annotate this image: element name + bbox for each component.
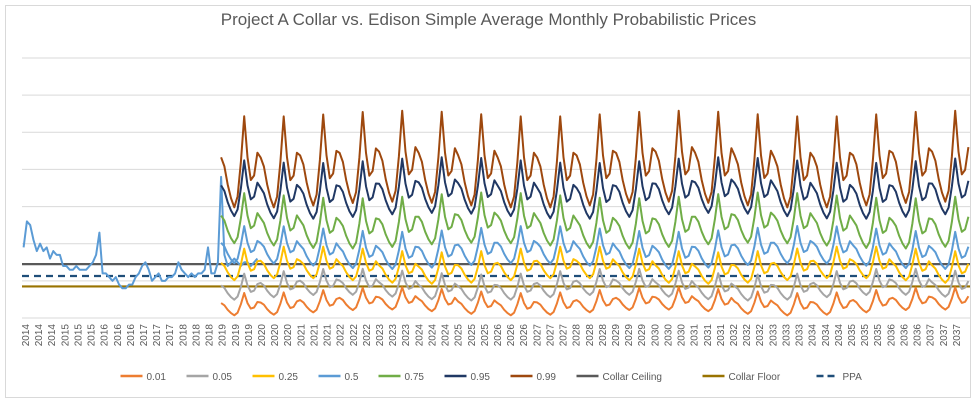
legend-label: 0.5 bbox=[345, 372, 359, 383]
x-tick-label: 2020 bbox=[283, 324, 294, 347]
x-tick-label: 2018 bbox=[205, 324, 216, 347]
x-tick-label: 2036 bbox=[886, 324, 897, 347]
x-tick-label: 2025 bbox=[467, 324, 478, 347]
x-tick-label: 2016 bbox=[126, 324, 137, 347]
x-tick-label: 2030 bbox=[677, 324, 688, 347]
x-tick-label: 2026 bbox=[506, 324, 517, 347]
x-tick-label: 2019 bbox=[218, 324, 229, 347]
x-tick-label: 2037 bbox=[926, 324, 937, 347]
series-0-5 bbox=[220, 225, 970, 270]
x-tick-label: 2024 bbox=[427, 324, 438, 347]
x-tick-label: 2031 bbox=[703, 324, 714, 347]
series-0-05 bbox=[220, 267, 970, 302]
gridlines bbox=[22, 57, 970, 319]
x-tick-label: 2034 bbox=[808, 324, 819, 347]
x-tick-label: 2029 bbox=[637, 324, 648, 347]
x-tick-label: 2029 bbox=[611, 324, 622, 347]
x-tick-label: 2014 bbox=[21, 324, 32, 347]
series-0-01 bbox=[220, 286, 970, 317]
x-tick-label: 2027 bbox=[559, 324, 570, 347]
x-tick-label: 2025 bbox=[454, 324, 465, 347]
x-tick-label: 2031 bbox=[716, 324, 727, 347]
x-tick-label: 2021 bbox=[323, 324, 334, 347]
x-tick-label: 2022 bbox=[336, 324, 347, 347]
series-lines bbox=[22, 109, 970, 317]
legend-label: 0.99 bbox=[537, 372, 557, 383]
x-tick-label: 2033 bbox=[768, 324, 779, 347]
x-tick-label: 2022 bbox=[349, 324, 360, 347]
x-tick-label: 2023 bbox=[375, 324, 386, 347]
series-0-95 bbox=[220, 156, 970, 220]
x-tick-label: 2019 bbox=[244, 324, 255, 347]
x-tick-label: 2035 bbox=[873, 324, 884, 347]
x-tick-label: 2033 bbox=[795, 324, 806, 347]
x-tick-label: 2036 bbox=[899, 324, 910, 347]
x-tick-label: 2020 bbox=[270, 324, 281, 347]
legend-label: Collar Ceiling bbox=[603, 372, 662, 383]
x-tick-label: 2030 bbox=[663, 324, 674, 347]
reference-lines bbox=[22, 263, 970, 288]
legend-label: 0.95 bbox=[471, 372, 491, 383]
x-tick-label: 2024 bbox=[414, 324, 425, 347]
x-tick-label: 2023 bbox=[401, 324, 412, 347]
x-tick-label: 2032 bbox=[729, 324, 740, 347]
x-tick-label: 2034 bbox=[821, 324, 832, 347]
x-tick-label: 2014 bbox=[47, 324, 58, 347]
legend-label: 0.75 bbox=[405, 372, 425, 383]
x-tick-label: 2024 bbox=[441, 324, 452, 347]
x-tick-label: 2028 bbox=[585, 324, 596, 347]
chart-title: Project A Collar vs. Edison Simple Avera… bbox=[220, 10, 757, 29]
x-tick-label: 2021 bbox=[296, 324, 307, 347]
x-tick-label: 2037 bbox=[939, 324, 950, 347]
x-tick-label: 2016 bbox=[100, 324, 111, 347]
x-axis-ticks: 2014 2014 2014 2015 2015 2015 2016 2016 2016 2017… bbox=[21, 324, 963, 347]
x-tick-label: 2018 bbox=[191, 324, 202, 347]
x-tick-label: 2023 bbox=[388, 324, 399, 347]
legend-label: 0.25 bbox=[279, 372, 299, 383]
x-tick-label: 2032 bbox=[742, 324, 753, 347]
x-tick-label: 2029 bbox=[624, 324, 635, 347]
legend-label: 0.01 bbox=[147, 372, 167, 383]
series-history bbox=[22, 175, 259, 290]
x-tick-label: 2037 bbox=[952, 324, 963, 347]
x-tick-label: 2019 bbox=[231, 324, 242, 347]
x-tick-label: 2032 bbox=[755, 324, 766, 347]
x-tick-label: 2028 bbox=[572, 324, 583, 347]
x-tick-label: 2015 bbox=[87, 324, 98, 347]
x-tick-label: 2017 bbox=[139, 324, 150, 347]
legend-label: 0.05 bbox=[213, 372, 233, 383]
x-tick-label: 2026 bbox=[519, 324, 530, 347]
legend-label: PPA bbox=[843, 372, 863, 383]
x-tick-label: 2022 bbox=[362, 324, 373, 347]
x-tick-label: 2016 bbox=[113, 324, 124, 347]
x-tick-label: 2033 bbox=[781, 324, 792, 347]
x-tick-label: 2027 bbox=[532, 324, 543, 347]
series-0-99 bbox=[220, 109, 970, 209]
legend-label: Collar Floor bbox=[729, 372, 781, 383]
x-tick-label: 2036 bbox=[913, 324, 924, 347]
x-tick-label: 2020 bbox=[257, 324, 268, 347]
series-0-75 bbox=[220, 191, 970, 250]
x-tick-label: 2018 bbox=[178, 324, 189, 347]
x-tick-label: 2021 bbox=[309, 324, 320, 347]
x-tick-label: 2035 bbox=[847, 324, 858, 347]
legend: 0.01 0.05 0.25 0.5 0.75 0.95 0.99 Collar Ceilin… bbox=[120, 372, 863, 383]
chart-frame bbox=[5, 5, 971, 398]
x-tick-label: 2015 bbox=[73, 324, 84, 347]
x-tick-label: 2034 bbox=[834, 324, 845, 347]
x-tick-label: 2017 bbox=[152, 324, 163, 347]
x-tick-label: 2025 bbox=[480, 324, 491, 347]
x-tick-label: 2027 bbox=[545, 324, 556, 347]
x-tick-label: 2017 bbox=[165, 324, 176, 347]
x-tick-label: 2030 bbox=[650, 324, 661, 347]
x-tick-label: 2015 bbox=[60, 324, 71, 347]
series-0-25 bbox=[220, 245, 970, 285]
x-tick-label: 2035 bbox=[860, 324, 871, 347]
x-tick-label: 2026 bbox=[493, 324, 504, 347]
x-tick-label: 2028 bbox=[598, 324, 609, 347]
x-tick-label: 2014 bbox=[34, 324, 45, 347]
x-tick-label: 2031 bbox=[690, 324, 701, 347]
